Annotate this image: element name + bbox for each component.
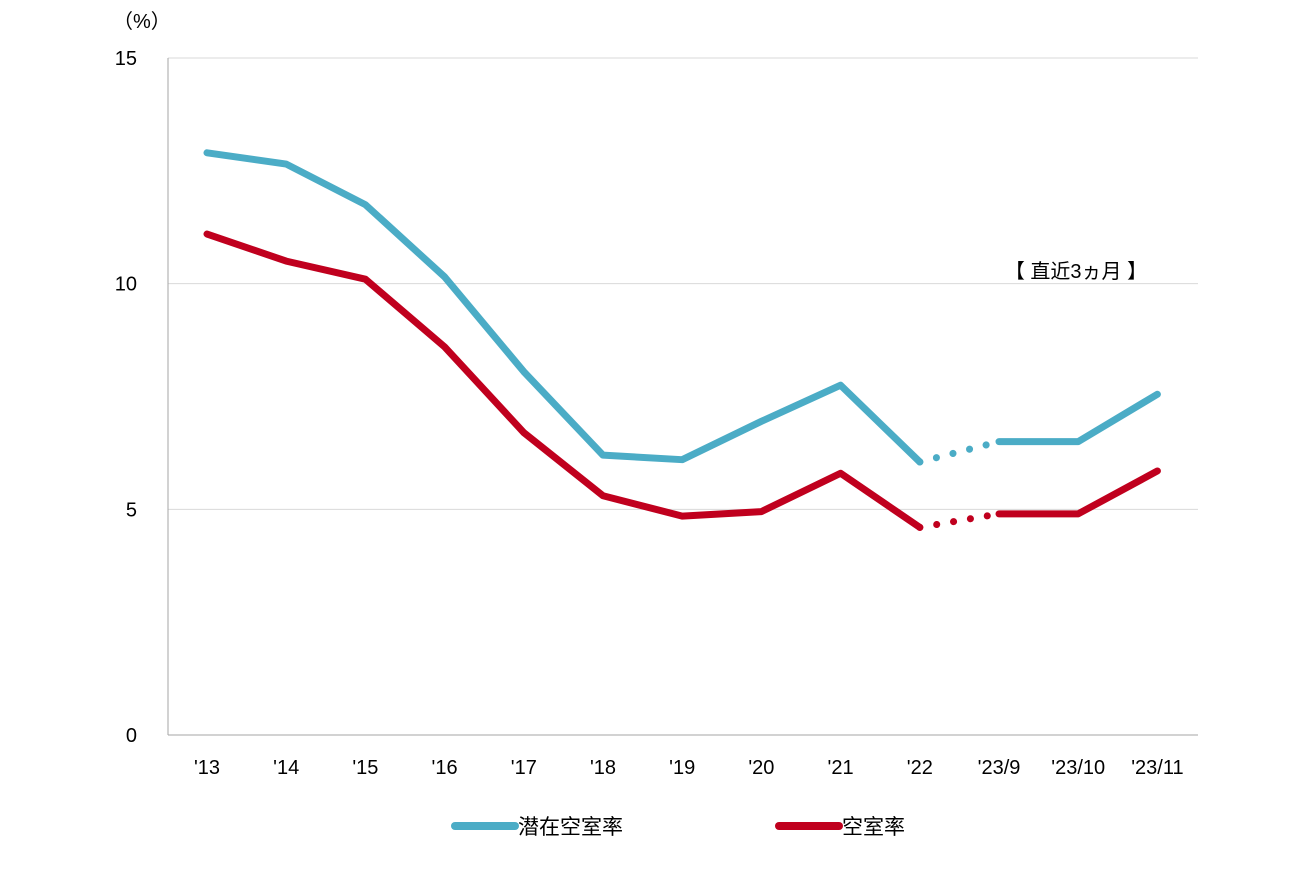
- x-tick-label-3: '16: [432, 757, 458, 779]
- series-1-line-annual: [203, 230, 924, 531]
- x-tick-label-10: '23/9: [978, 757, 1021, 779]
- y-tick-label-2: 10: [115, 274, 137, 296]
- x-tick-label-8: '21: [828, 757, 854, 779]
- y-tick-label-3: 15: [115, 48, 137, 70]
- legend-label-1: 空室率: [842, 816, 905, 839]
- y-tick-label-1: 5: [126, 499, 137, 521]
- x-tick-label-6: '19: [669, 757, 695, 779]
- x-tick-label-7: '20: [748, 757, 774, 779]
- x-tick-label-11: '23/10: [1051, 757, 1105, 779]
- series-0-line-gap-dotted: [916, 438, 1003, 466]
- series-1-line-monthly: [995, 467, 1161, 518]
- x-tick-label-2: '15: [352, 757, 378, 779]
- series-0-line-annual: [203, 149, 924, 466]
- x-tick-label-5: '18: [590, 757, 616, 779]
- legend: 潜在空室率 空室率: [451, 816, 905, 839]
- x-tick-label-0: '13: [194, 757, 220, 779]
- legend-label-0: 潜在空室率: [518, 816, 623, 839]
- gridlines: [168, 57, 1198, 510]
- recent-three-months-annotation: 【 直近3ヵ月 】: [1005, 260, 1147, 283]
- series-0-line-monthly: [995, 390, 1161, 446]
- axes: [167, 58, 1198, 736]
- y-axis-unit-label: （%）: [113, 10, 171, 33]
- x-tick-label-1: '14: [273, 757, 299, 779]
- y-tick-label-0: 0: [126, 725, 137, 747]
- x-tick-label-9: '22: [907, 757, 933, 779]
- x-tick-label-4: '17: [511, 757, 537, 779]
- series-lines: [203, 149, 1161, 531]
- tick-labels: 0 5 10 15 '13 '14 '15 '16 '17 '18 '19 '20 '21 '22 '23/…: [115, 48, 1184, 779]
- series-1-line-gap-dotted: [916, 510, 1003, 531]
- x-tick-label-12: '23/11: [1131, 757, 1183, 779]
